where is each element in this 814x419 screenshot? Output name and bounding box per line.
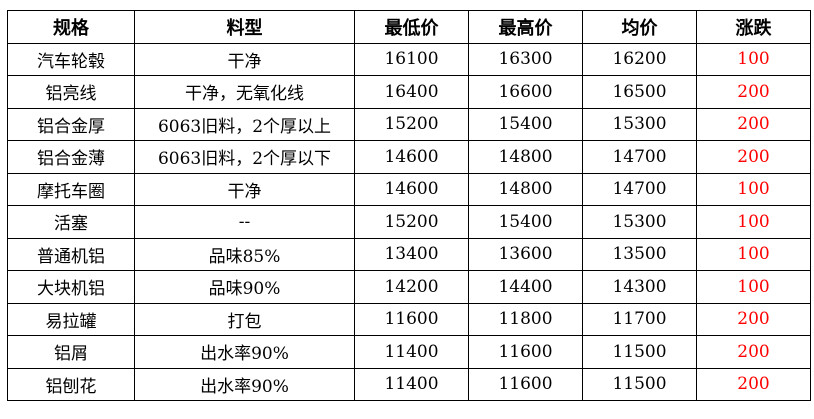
avg-price-cell: 13500 [582, 237, 697, 271]
spec-cell: 铝亮线 [7, 75, 135, 109]
avg-price-cell: 11700 [582, 302, 697, 336]
min-price-cell: 11600 [354, 302, 469, 336]
max-price-cell: 16300 [468, 42, 583, 76]
avg-price-cell: 11500 [582, 335, 697, 369]
min-price-cell: 15200 [354, 205, 469, 239]
table-row: 铝合金厚 6063旧料，2个厚以上 15200 15400 15300 200 [7, 107, 811, 141]
min-price-cell: 14200 [354, 270, 469, 304]
change-cell: 100 [696, 237, 811, 271]
table-row: 摩托车圈 干净 14600 14800 14700 100 [7, 172, 811, 206]
change-cell: 200 [696, 367, 811, 401]
material-cell: -- [134, 205, 355, 239]
header-max-price: 最高价 [468, 10, 583, 44]
material-cell: 6063旧料，2个厚以上 [134, 107, 355, 141]
change-cell: 200 [696, 335, 811, 369]
max-price-cell: 14800 [468, 140, 583, 174]
spec-cell: 易拉罐 [7, 302, 135, 336]
max-price-cell: 14400 [468, 270, 583, 304]
change-cell: 200 [696, 302, 811, 336]
spec-cell: 铝刨花 [7, 367, 135, 401]
min-price-cell: 11400 [354, 367, 469, 401]
avg-price-cell: 14700 [582, 172, 697, 206]
min-price-cell: 13400 [354, 237, 469, 271]
table-row: 普通机铝 品味85% 13400 13600 13500 100 [7, 237, 811, 271]
max-price-cell: 11800 [468, 302, 583, 336]
change-cell: 200 [696, 107, 811, 141]
material-cell: 出水率90% [134, 335, 355, 369]
spec-cell: 活塞 [7, 205, 135, 239]
spec-cell: 铝合金厚 [7, 107, 135, 141]
min-price-cell: 14600 [354, 172, 469, 206]
change-cell: 100 [696, 172, 811, 206]
material-cell: 品味85% [134, 237, 355, 271]
spec-cell: 普通机铝 [7, 237, 135, 271]
spec-cell: 摩托车圈 [7, 172, 135, 206]
max-price-cell: 16600 [468, 75, 583, 109]
material-cell: 干净 [134, 42, 355, 76]
min-price-cell: 11400 [354, 335, 469, 369]
spec-cell: 铝合金薄 [7, 140, 135, 174]
avg-price-cell: 15300 [582, 107, 697, 141]
material-cell: 品味90% [134, 270, 355, 304]
min-price-cell: 14600 [354, 140, 469, 174]
avg-price-cell: 11500 [582, 367, 697, 401]
header-row: 规格 料型 最低价 最高价 均价 涨跌 [7, 10, 811, 44]
spec-cell: 大块机铝 [7, 270, 135, 304]
table-row: 铝合金薄 6063旧料，2个厚以下 14600 14800 14700 200 [7, 140, 811, 174]
header-avg-price: 均价 [582, 10, 697, 44]
max-price-cell: 11600 [468, 367, 583, 401]
min-price-cell: 16400 [354, 75, 469, 109]
spec-cell: 汽车轮毂 [7, 42, 135, 76]
table-row: 汽车轮毂 干净 16100 16300 16200 100 [7, 42, 811, 76]
table-row: 铝亮线 干净，无氧化线 16400 16600 16500 200 [7, 75, 811, 109]
avg-price-cell: 16500 [582, 75, 697, 109]
price-table: 规格 料型 最低价 最高价 均价 涨跌 汽车轮毂 干净 16100 16300 1620… [7, 10, 811, 401]
change-cell: 200 [696, 75, 811, 109]
table-row: 活塞 -- 15200 15400 15300 100 [7, 205, 811, 239]
avg-price-cell: 14300 [582, 270, 697, 304]
material-cell: 出水率90% [134, 367, 355, 401]
avg-price-cell: 16200 [582, 42, 697, 76]
change-cell: 200 [696, 140, 811, 174]
min-price-cell: 16100 [354, 42, 469, 76]
material-cell: 6063旧料，2个厚以下 [134, 140, 355, 174]
avg-price-cell: 14700 [582, 140, 697, 174]
avg-price-cell: 15300 [582, 205, 697, 239]
table-row: 大块机铝 品味90% 14200 14400 14300 100 [7, 270, 811, 304]
material-cell: 干净 [134, 172, 355, 206]
material-cell: 打包 [134, 302, 355, 336]
header-material: 料型 [134, 10, 355, 44]
change-cell: 100 [696, 205, 811, 239]
header-min-price: 最低价 [354, 10, 469, 44]
change-cell: 100 [696, 42, 811, 76]
max-price-cell: 15400 [468, 107, 583, 141]
max-price-cell: 11600 [468, 335, 583, 369]
table-row: 铝刨花 出水率90% 11400 11600 11500 200 [7, 367, 811, 401]
table-row: 铝屑 出水率90% 11400 11600 11500 200 [7, 335, 811, 369]
spec-cell: 铝屑 [7, 335, 135, 369]
max-price-cell: 13600 [468, 237, 583, 271]
max-price-cell: 14800 [468, 172, 583, 206]
material-cell: 干净，无氧化线 [134, 75, 355, 109]
change-cell: 100 [696, 270, 811, 304]
table-row: 易拉罐 打包 11600 11800 11700 200 [7, 302, 811, 336]
min-price-cell: 15200 [354, 107, 469, 141]
header-spec: 规格 [7, 10, 135, 44]
max-price-cell: 15400 [468, 205, 583, 239]
header-change: 涨跌 [696, 10, 811, 44]
